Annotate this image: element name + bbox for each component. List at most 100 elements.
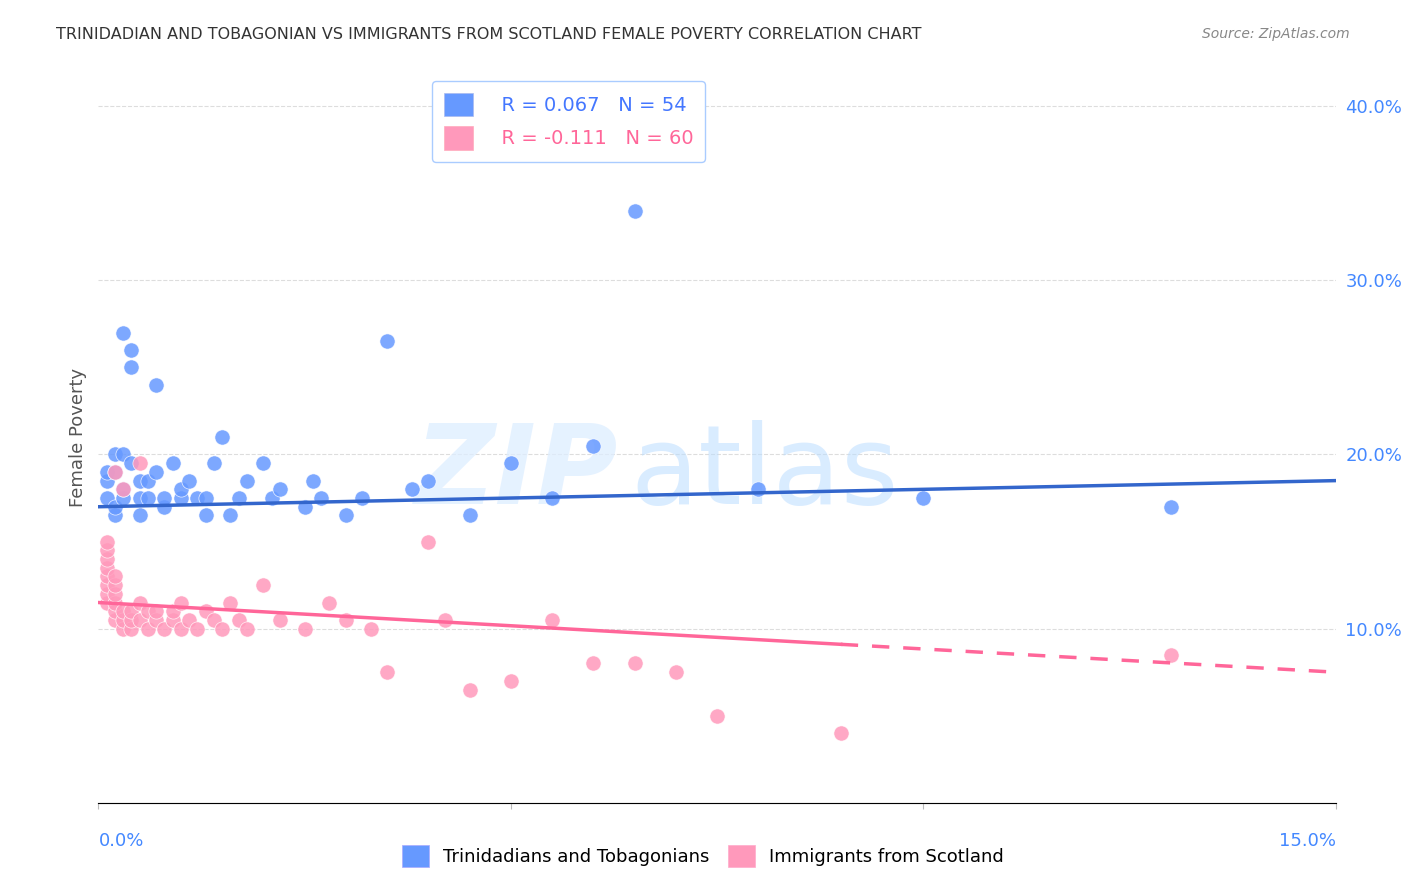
Point (153, 500, 176, 514)
Point (352, 491, 374, 505)
Point (145, 377, 167, 392)
Point (318, 595, 340, 609)
Point (269, 613, 291, 627)
Point (236, 474, 259, 488)
Point (360, 622, 382, 636)
Point (418, 474, 440, 488)
Point (747, 483, 769, 497)
Point (96, 534, 118, 549)
Point (128, 456, 150, 470)
Point (499, 673, 522, 688)
Point (162, 456, 184, 470)
Point (401, 483, 423, 497)
Point (228, 613, 250, 627)
Point (96, 595, 118, 609)
Point (179, 613, 201, 627)
Point (104, 578, 127, 592)
Point (112, 622, 135, 636)
Text: TRINIDADIAN AND TOBAGONIAN VS IMMIGRANTS FROM SCOTLAND FEMALE POVERTY CORRELATIO: TRINIDADIAN AND TOBAGONIAN VS IMMIGRANTS… (56, 27, 922, 42)
Point (375, 334, 398, 349)
Point (186, 622, 208, 636)
Text: ZIP: ZIP (415, 420, 619, 527)
Point (145, 465, 167, 479)
Point (120, 604, 142, 618)
Point (219, 508, 242, 523)
Point (96, 578, 118, 592)
Point (104, 595, 127, 609)
Point (541, 491, 564, 505)
Point (128, 613, 150, 627)
Point (162, 613, 184, 627)
Point (582, 657, 605, 671)
Point (211, 430, 233, 444)
Point (96, 543, 118, 558)
Point (541, 613, 564, 627)
Point (252, 456, 274, 470)
Point (179, 474, 201, 488)
Point (120, 360, 142, 375)
Point (96, 587, 118, 601)
Point (211, 622, 233, 636)
Point (128, 595, 150, 609)
Point (623, 203, 645, 218)
Point (96, 465, 118, 479)
Point (128, 508, 150, 523)
Point (104, 604, 127, 618)
Point (294, 622, 316, 636)
Point (170, 491, 193, 505)
Point (136, 491, 159, 505)
Point (458, 682, 481, 697)
Text: Source: ZipAtlas.com: Source: ZipAtlas.com (1202, 27, 1350, 41)
Point (128, 491, 150, 505)
Point (186, 491, 208, 505)
Point (458, 508, 481, 523)
Point (104, 448, 127, 462)
Point (128, 474, 150, 488)
Point (236, 622, 259, 636)
Point (1160, 648, 1182, 662)
Point (202, 613, 225, 627)
Point (120, 622, 142, 636)
Point (219, 595, 242, 609)
Point (418, 534, 440, 549)
Point (104, 569, 127, 583)
Point (96, 474, 118, 488)
Point (136, 604, 159, 618)
Point (104, 465, 127, 479)
Point (162, 604, 184, 618)
Point (252, 578, 274, 592)
Point (912, 491, 935, 505)
Point (120, 456, 142, 470)
Point (202, 456, 225, 470)
Point (112, 604, 135, 618)
Point (96, 560, 118, 574)
Point (433, 613, 456, 627)
Point (582, 439, 605, 453)
Point (194, 491, 217, 505)
Point (194, 508, 217, 523)
Point (120, 613, 142, 627)
Point (269, 483, 291, 497)
Point (96, 552, 118, 566)
Point (375, 665, 398, 680)
Legend:   R = 0.067   N = 54,   R = -0.111   N = 60: R = 0.067 N = 54, R = -0.111 N = 60 (432, 81, 704, 161)
Point (665, 665, 688, 680)
Point (153, 491, 176, 505)
Point (112, 483, 135, 497)
Y-axis label: Female Poverty: Female Poverty (69, 368, 87, 507)
Point (104, 613, 127, 627)
Point (260, 491, 283, 505)
Point (96, 569, 118, 583)
Point (170, 622, 193, 636)
Point (294, 500, 316, 514)
Point (104, 587, 127, 601)
Point (136, 474, 159, 488)
Text: atlas: atlas (630, 420, 898, 527)
Point (194, 604, 217, 618)
Point (112, 491, 135, 505)
Point (104, 508, 127, 523)
Point (623, 657, 645, 671)
Point (335, 613, 357, 627)
Point (104, 465, 127, 479)
Point (153, 622, 176, 636)
